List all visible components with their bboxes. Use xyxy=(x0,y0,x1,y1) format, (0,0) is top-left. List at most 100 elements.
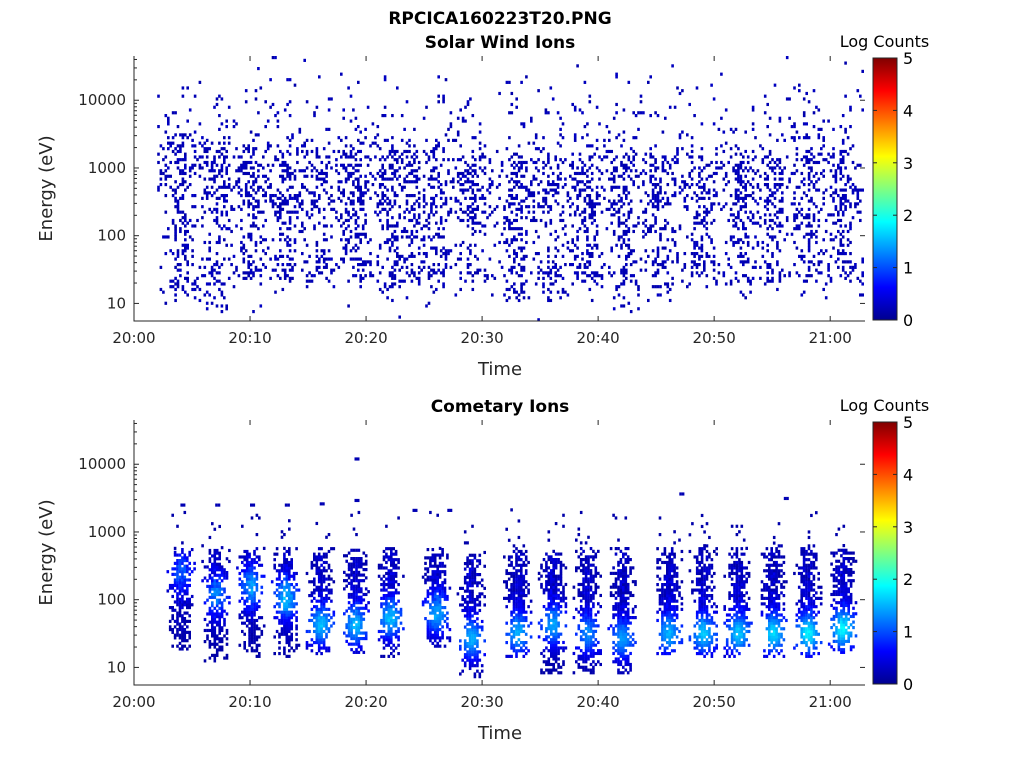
heatmap-cell xyxy=(354,218,358,223)
heatmap-cell xyxy=(361,199,365,203)
heatmap-cell xyxy=(320,563,323,567)
heatmap-cell xyxy=(410,194,414,198)
heatmap-cell xyxy=(327,160,331,165)
heatmap-cell xyxy=(318,257,321,261)
heatmap-cell xyxy=(844,207,847,211)
heatmap-cell xyxy=(260,591,264,595)
heatmap-cell xyxy=(286,171,289,176)
heatmap-cell xyxy=(595,232,599,236)
heatmap-cell xyxy=(320,574,323,578)
heatmap-cell xyxy=(378,246,382,250)
heatmap-cell xyxy=(559,158,562,162)
heatmap-cell xyxy=(393,158,397,162)
heatmap-cell xyxy=(250,624,254,628)
heatmap-cell xyxy=(532,257,536,261)
heatmap-cell xyxy=(573,171,577,176)
heatmap-cell xyxy=(275,577,279,581)
heatmap-cell xyxy=(186,243,189,247)
heatmap-cell xyxy=(174,235,177,239)
heatmap-cell xyxy=(250,638,254,642)
heatmap-cell xyxy=(615,72,618,76)
heatmap-cell xyxy=(464,180,467,184)
heatmap-cell xyxy=(547,210,550,214)
heatmap-cell xyxy=(547,183,550,187)
heatmap-cell xyxy=(253,632,256,636)
heatmap-cell xyxy=(173,553,177,557)
heatmap-cell xyxy=(266,141,270,145)
heatmap-cell xyxy=(690,183,694,187)
heatmap-cell xyxy=(343,612,346,616)
heatmap-cell xyxy=(432,202,436,206)
heatmap-cell xyxy=(549,207,553,211)
heatmap-cell xyxy=(629,199,633,203)
heatmap-cell xyxy=(247,194,250,198)
heatmap-cell xyxy=(198,155,202,159)
heatmap-cell xyxy=(286,136,289,140)
heatmap-cell xyxy=(325,585,328,589)
heatmap-cell xyxy=(666,285,670,289)
heatmap-cell xyxy=(244,100,248,104)
heatmap-cell xyxy=(258,563,261,567)
heatmap-cell xyxy=(381,202,384,206)
heatmap-cell xyxy=(208,559,212,564)
heatmap-cell xyxy=(242,166,246,170)
heatmap-cell xyxy=(179,149,182,154)
heatmap-cell xyxy=(391,155,394,159)
heatmap-cell xyxy=(203,659,207,663)
heatmap-cell xyxy=(325,624,328,628)
heatmap-cell xyxy=(851,188,855,192)
heatmap-cell xyxy=(350,513,353,517)
heatmap-cell xyxy=(551,97,555,101)
heatmap-cell xyxy=(861,108,864,112)
heatmap-cell xyxy=(849,185,852,189)
heatmap-cell xyxy=(301,268,304,272)
heatmap-cell xyxy=(471,232,475,236)
heatmap-cell xyxy=(388,285,392,289)
heatmap-cell xyxy=(383,75,387,79)
heatmap-cell xyxy=(413,271,416,275)
heatmap-cell xyxy=(415,199,419,203)
heatmap-cell xyxy=(488,158,492,162)
heatmap-cell xyxy=(593,218,596,223)
heatmap-cell xyxy=(264,199,267,203)
heatmap-cell xyxy=(763,205,767,209)
heatmap-cell xyxy=(590,188,594,192)
heatmap-cell xyxy=(352,642,356,646)
heatmap-cell xyxy=(417,205,421,209)
heatmap-cell xyxy=(664,158,667,162)
heatmap-cell xyxy=(388,274,392,278)
heatmap-cell xyxy=(459,144,462,148)
heatmap-cell xyxy=(505,199,509,203)
heatmap-cell xyxy=(174,232,177,236)
heatmap-cell xyxy=(253,549,256,554)
heatmap-cell xyxy=(283,646,286,650)
heatmap-cell xyxy=(737,147,740,151)
heatmap-cell xyxy=(340,180,343,184)
heatmap-cell xyxy=(283,566,286,570)
heatmap-cell xyxy=(768,194,772,198)
heatmap-cell xyxy=(408,218,411,223)
heatmap-cell xyxy=(276,218,280,223)
heatmap-cell xyxy=(637,111,640,115)
heatmap-cell xyxy=(325,276,328,280)
heatmap-cell xyxy=(495,205,499,209)
heatmap-cell xyxy=(342,191,345,195)
heatmap-cell xyxy=(213,637,217,641)
heatmap-cell xyxy=(832,155,835,159)
heatmap-cell xyxy=(198,166,202,170)
heatmap-cell xyxy=(327,141,331,145)
heatmap-cell xyxy=(220,546,224,550)
heatmap-cell xyxy=(768,160,772,165)
heatmap-cell xyxy=(176,125,180,129)
heatmap-cell xyxy=(759,224,762,228)
heatmap-cell xyxy=(184,224,187,228)
heatmap-cell xyxy=(247,274,250,278)
heatmap-cell xyxy=(549,188,553,192)
heatmap-cell xyxy=(841,194,845,198)
heatmap-cell xyxy=(376,260,380,264)
heatmap-cell xyxy=(403,229,406,234)
heatmap-cell xyxy=(280,629,284,634)
heatmap-cell xyxy=(413,158,416,162)
heatmap-cell xyxy=(861,293,864,297)
heatmap-cell xyxy=(700,177,704,181)
